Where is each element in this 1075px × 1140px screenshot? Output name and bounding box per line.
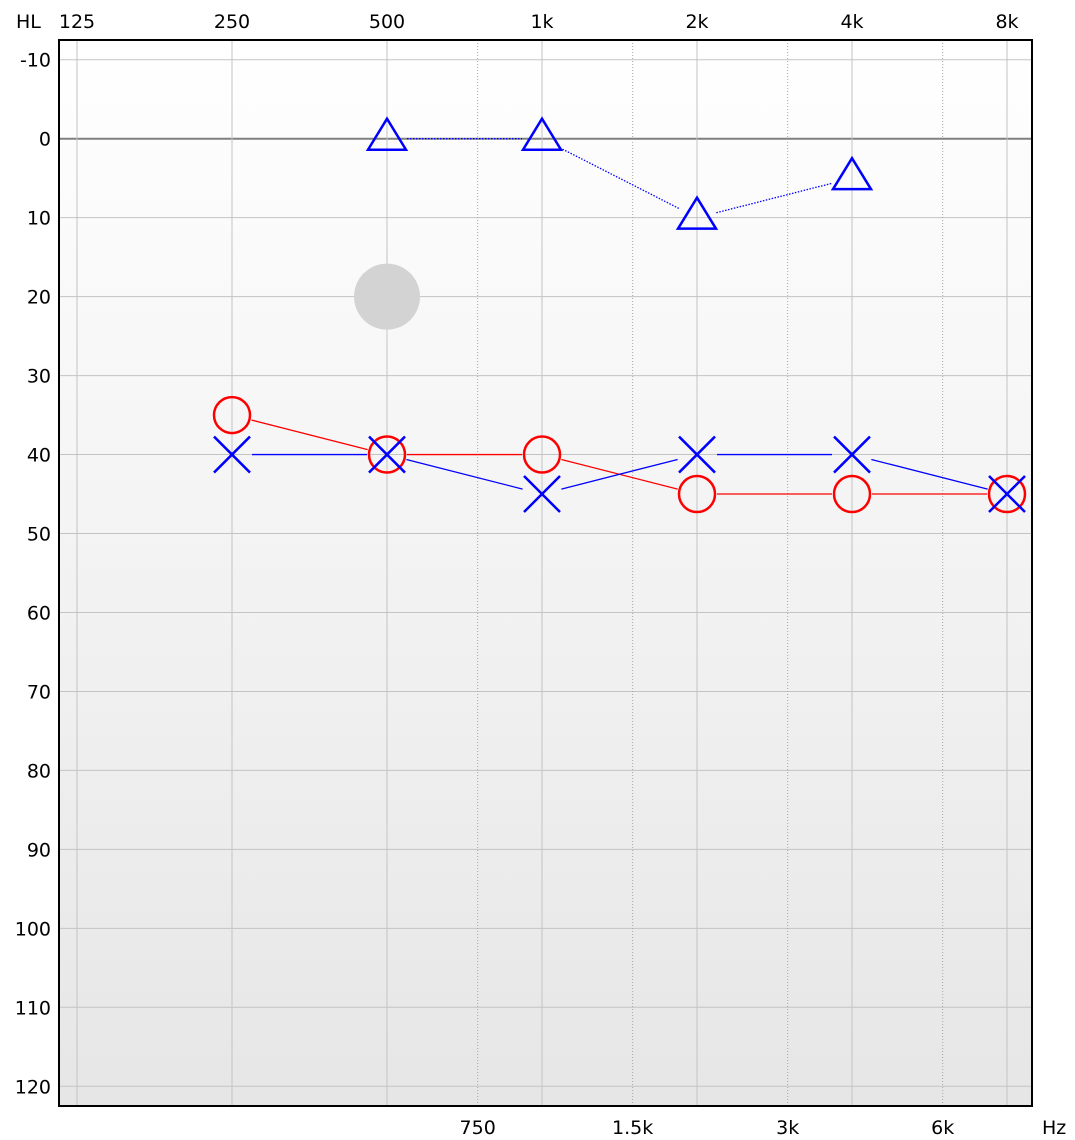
cross-marker <box>678 435 716 474</box>
highlight-marker <box>354 263 420 330</box>
tick-labels: HL Hz -10 0 10 20 30 40 50 60 70 80 90 100 110 120 125… <box>15 11 1067 1139</box>
cross-marker <box>988 475 1026 513</box>
x-tick-label: 250 <box>214 11 250 33</box>
cross-marker <box>523 475 561 513</box>
x-unit-label: Hz <box>1042 1117 1066 1139</box>
circle-marker <box>367 435 407 474</box>
y-tick-label: 110 <box>15 997 51 1019</box>
circle-marker <box>212 395 252 435</box>
y-tick-label: 0 <box>39 129 51 151</box>
x-tick-label: 8k <box>995 11 1018 33</box>
y-tick-label: 80 <box>27 760 51 782</box>
cross-series-line <box>406 458 523 490</box>
y-tick-label: 30 <box>27 366 51 388</box>
grid <box>59 40 1032 1106</box>
x-minor-tick-label: 1.5k <box>612 1117 653 1139</box>
y-tick-label: 70 <box>27 681 51 703</box>
plot-background <box>59 40 1032 1106</box>
x-tick-label: 4k <box>840 11 863 33</box>
x-tick-label: 500 <box>369 11 405 33</box>
series-lines <box>251 138 988 495</box>
x-tick-label: 125 <box>59 11 95 33</box>
y-tick-label: 50 <box>27 524 51 546</box>
y-tick-label: 90 <box>27 839 51 861</box>
triangle-series-line <box>716 182 833 214</box>
series-markers <box>212 116 1027 514</box>
cross-series-line <box>561 458 678 490</box>
triangle-series-line <box>559 147 680 210</box>
cross-marker <box>368 435 406 474</box>
circle-series-line <box>251 419 368 451</box>
circle-marker <box>522 435 562 474</box>
circle-marker <box>677 474 717 514</box>
plot-border <box>58 39 1033 1107</box>
circle-marker <box>832 474 872 514</box>
y-tick-label: 120 <box>15 1076 51 1098</box>
x-minor-tick-label: 3k <box>776 1117 799 1139</box>
x-minor-tick-label: 6k <box>931 1117 954 1139</box>
y-tick-label: 40 <box>27 445 51 467</box>
y-tick-label: 20 <box>27 287 51 309</box>
triangle-marker <box>830 155 874 191</box>
x-tick-label: 1k <box>530 11 553 33</box>
cross-marker <box>833 435 871 474</box>
y-tick-label: 10 <box>27 208 51 230</box>
cross-marker <box>213 435 251 474</box>
triangle-marker <box>365 116 409 151</box>
x-tick-label: 2k <box>685 11 708 33</box>
y-tick-label: 60 <box>27 602 51 624</box>
y-axis-label: HL <box>16 11 41 33</box>
triangle-marker <box>675 195 719 230</box>
y-tick-label: -10 <box>20 50 51 72</box>
triangle-marker <box>520 116 564 151</box>
y-tick-label: 100 <box>15 918 51 940</box>
cross-series-line <box>871 458 988 490</box>
x-minor-tick-label: 750 <box>460 1117 496 1139</box>
circle-marker <box>987 474 1027 514</box>
